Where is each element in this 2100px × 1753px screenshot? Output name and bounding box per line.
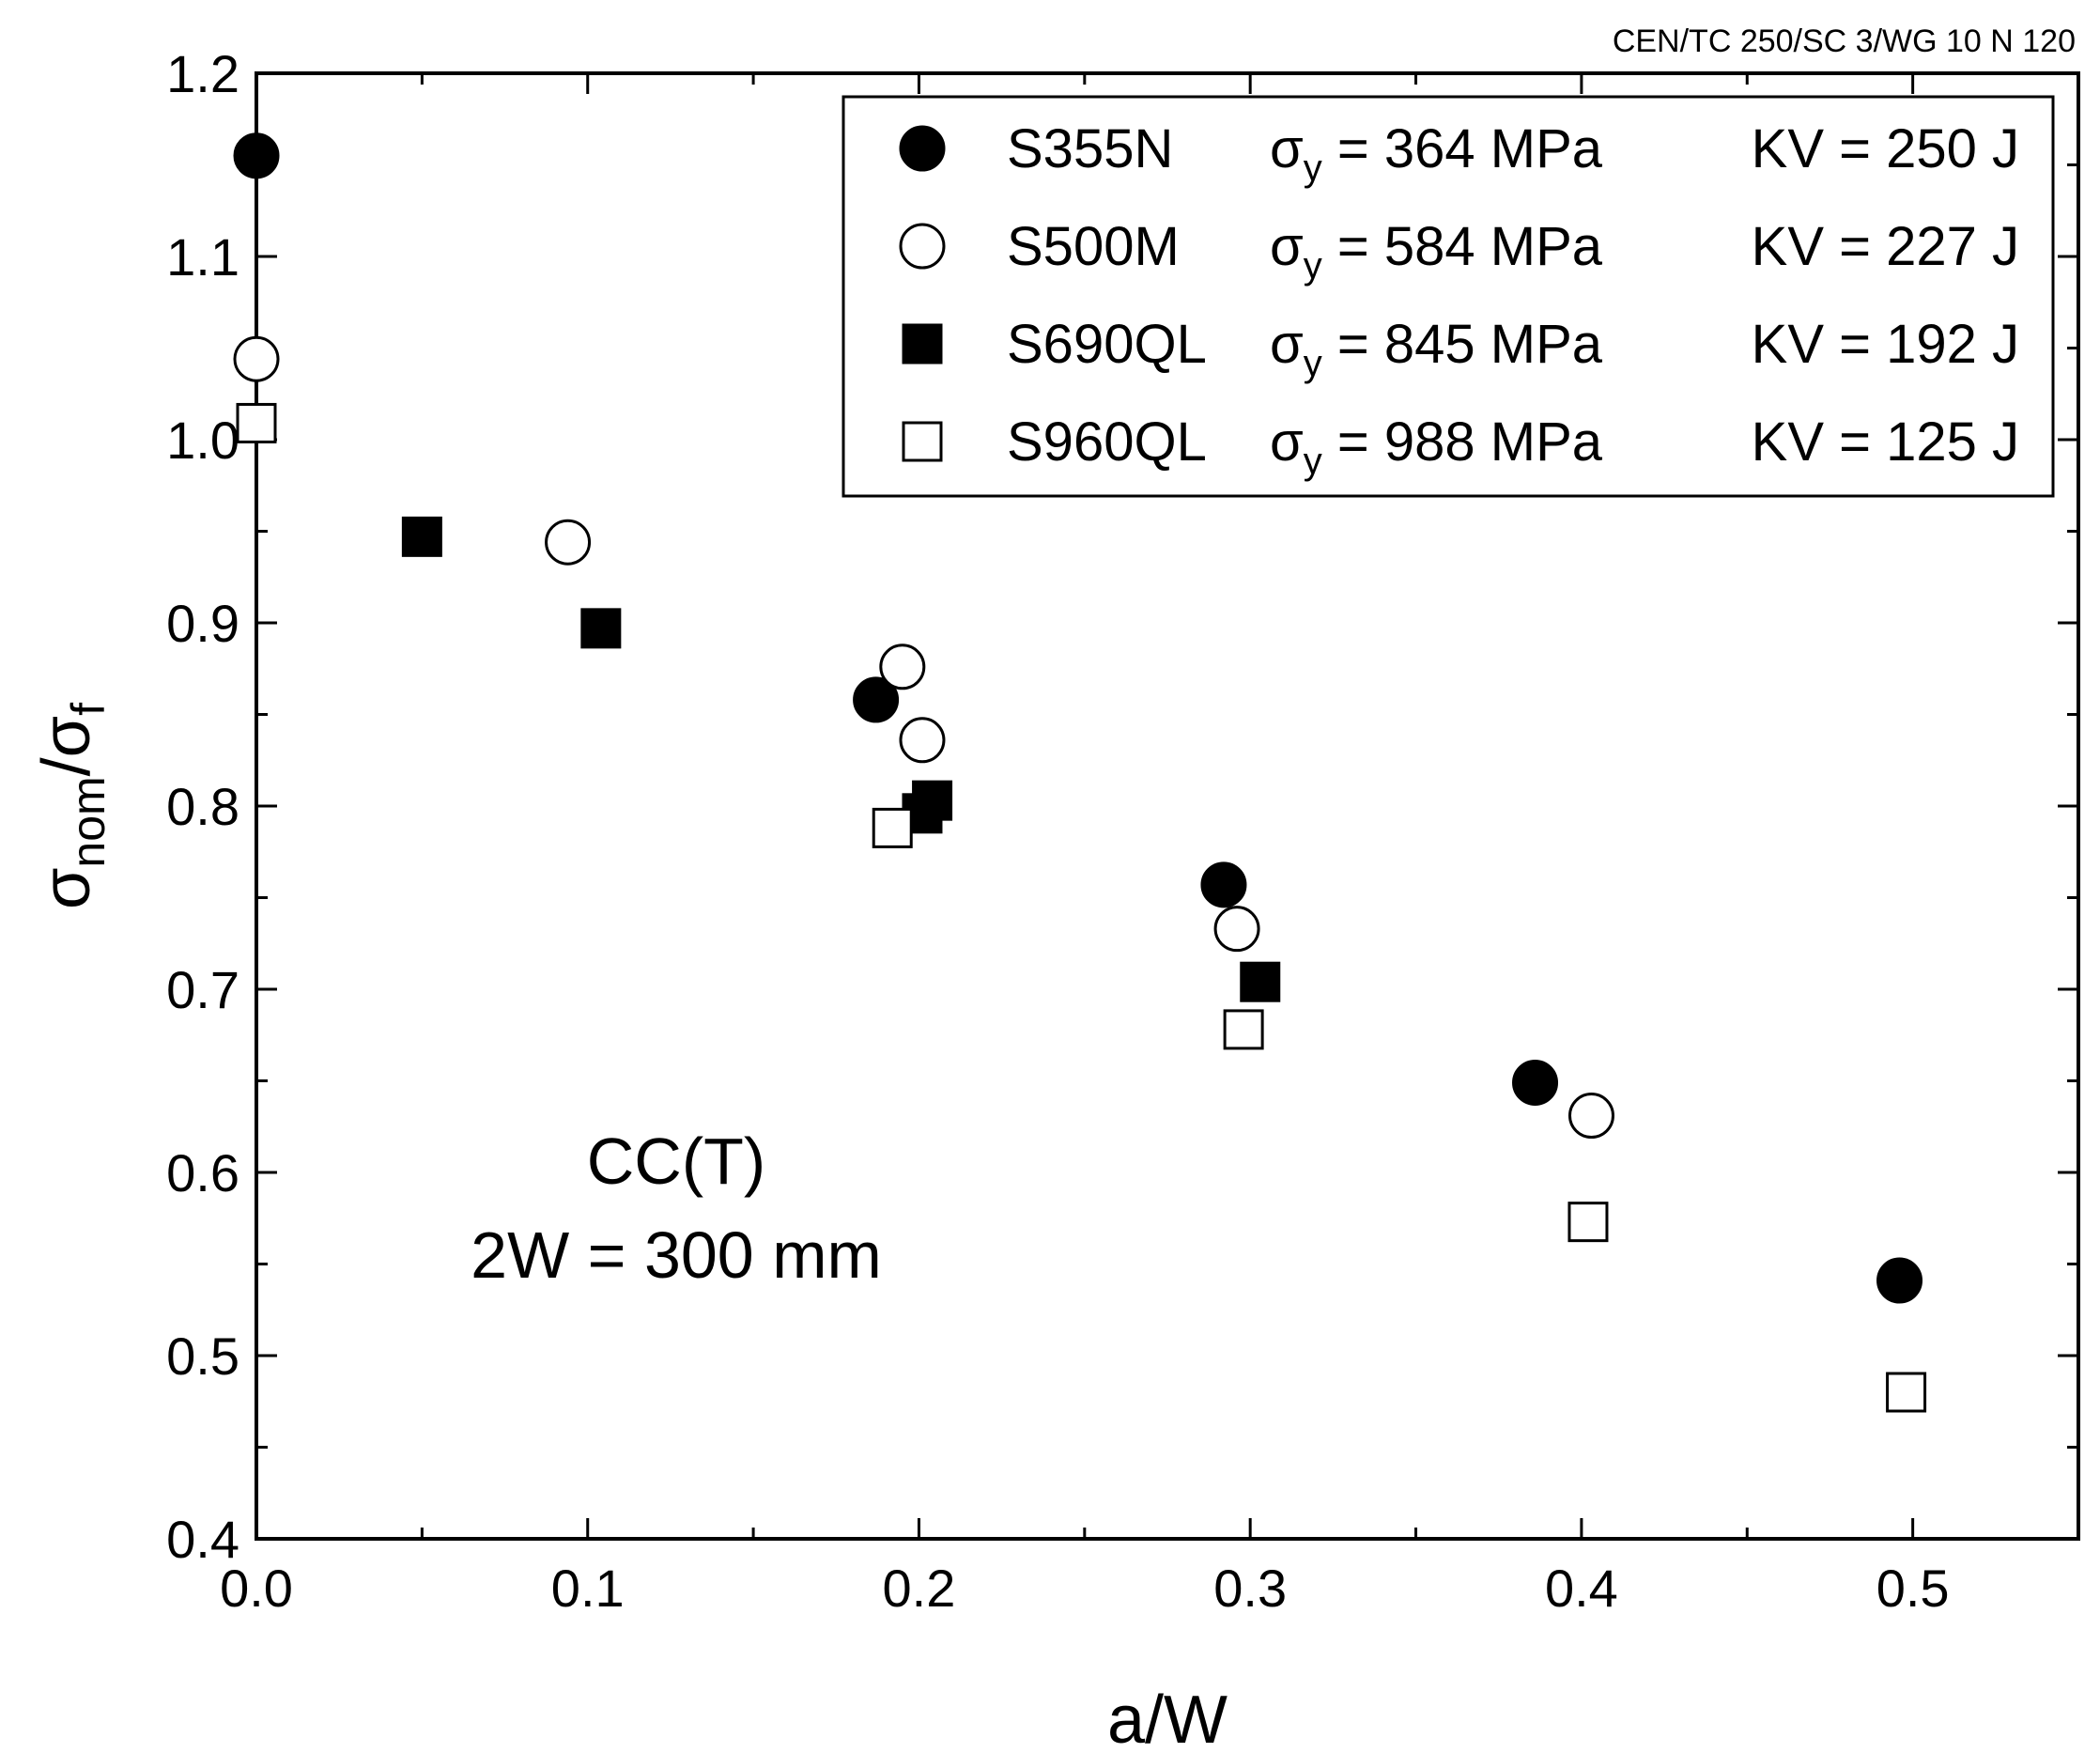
document-reference: CEN/TC 250/SC 3/WG 10 N 120	[1613, 23, 2076, 59]
legend-kv: KV = 125 J	[1752, 411, 2019, 473]
legend-name: S500M	[1007, 216, 1180, 277]
legend-entry-s355n: S355N σy = 364 MPa KV = 250 J	[899, 118, 2019, 189]
y-tick-label: 1.2	[166, 44, 239, 103]
legend: S355N σy = 364 MPa KV = 250 J S500M σy = 584…	[842, 95, 2055, 498]
legend-marker-s960ql	[902, 421, 943, 462]
x-tick-label: 0.5	[1876, 1559, 1950, 1618]
data-point-s960ql	[236, 402, 277, 443]
data-point-s500m	[879, 644, 926, 690]
legend-entry-s960ql: S960QL σy = 988 MPa KV = 125 J	[902, 411, 2019, 482]
y-tick-label: 1.0	[166, 411, 239, 470]
legend-marker-s355n	[899, 125, 946, 172]
series-s500m	[233, 335, 1614, 1140]
legend-kv: KV = 250 J	[1752, 118, 2019, 179]
legend-name: S690QL	[1007, 314, 1207, 375]
legend-kv: KV = 227 J	[1752, 216, 2019, 277]
data-point-s500m	[1213, 906, 1260, 953]
legend-sigma: σy = 584 MPa	[1270, 216, 1603, 287]
y-tick-label: 0.9	[166, 594, 239, 653]
data-point-s355n	[233, 132, 280, 179]
y-tick-label: 0.8	[166, 777, 239, 836]
legend-sigma: σy = 988 MPa	[1270, 411, 1603, 482]
series-s355n	[233, 132, 1923, 1304]
x-tick-label: 0.0	[220, 1559, 293, 1618]
legend-sigma: σy = 364 MPa	[1270, 118, 1603, 189]
data-point-s500m	[1567, 1093, 1614, 1140]
legend-sigma: σy = 845 MPa	[1270, 314, 1603, 384]
y-tick-label: 0.7	[166, 960, 239, 1019]
legend-kv: KV = 192 J	[1752, 314, 2019, 375]
data-point-s960ql	[872, 807, 913, 848]
data-point-s960ql	[1223, 1009, 1264, 1050]
series-s960ql	[236, 402, 1927, 1413]
data-point-s500m	[899, 717, 946, 764]
x-tick-label: 0.2	[883, 1559, 956, 1618]
data-point-s355n	[853, 676, 900, 723]
data-point-s355n	[1512, 1059, 1559, 1106]
series-s690ql	[401, 516, 1281, 1002]
x-tick-label: 0.1	[551, 1559, 625, 1618]
legend-marker-s500m	[899, 223, 946, 270]
y-tick-label: 0.5	[166, 1326, 239, 1386]
annotation-line-1: CC(T)	[587, 1125, 765, 1198]
data-point-s960ql	[1886, 1372, 1927, 1413]
plot-frame	[255, 71, 2080, 1541]
axis-tick-labels: 0.0 0.1 0.2 0.3 0.4 0.5 0.4 0.5 0.6 0.7 0.8 0.9 1.0 1…	[166, 44, 1949, 1618]
data-point-s960ql	[1567, 1202, 1609, 1243]
data-point-s690ql	[912, 780, 953, 821]
legend-entry-s690ql: S690QL σy = 845 MPa KV = 192 J	[902, 314, 2019, 384]
legend-name: S355N	[1007, 118, 1173, 179]
annotation-line-2: 2W = 300 mm	[471, 1218, 882, 1292]
data-point-s690ql	[401, 516, 442, 557]
x-tick-label: 0.4	[1545, 1559, 1618, 1618]
data-point-s500m	[545, 519, 592, 566]
data-point-s690ql	[1240, 961, 1281, 1002]
legend-name: S960QL	[1007, 411, 1207, 473]
annotation: CC(T) 2W = 300 mm	[471, 1125, 882, 1292]
data-points	[233, 132, 1927, 1413]
data-point-s500m	[233, 335, 280, 382]
data-point-s355n	[1200, 861, 1247, 908]
y-tick-label: 1.1	[166, 227, 239, 287]
legend-marker-s690ql	[902, 323, 943, 365]
y-axis-title: σnom/σf	[29, 703, 115, 909]
x-axis-title: a/W	[1107, 1683, 1228, 1753]
y-tick-label: 0.6	[166, 1143, 239, 1202]
legend-entry-s500m: S500M σy = 584 MPa KV = 227 J	[899, 216, 2019, 287]
data-point-s355n	[1876, 1257, 1923, 1304]
legend-box	[842, 95, 2055, 498]
data-point-s690ql	[580, 608, 622, 649]
x-tick-label: 0.3	[1213, 1559, 1287, 1618]
y-tick-label: 0.4	[166, 1510, 239, 1569]
